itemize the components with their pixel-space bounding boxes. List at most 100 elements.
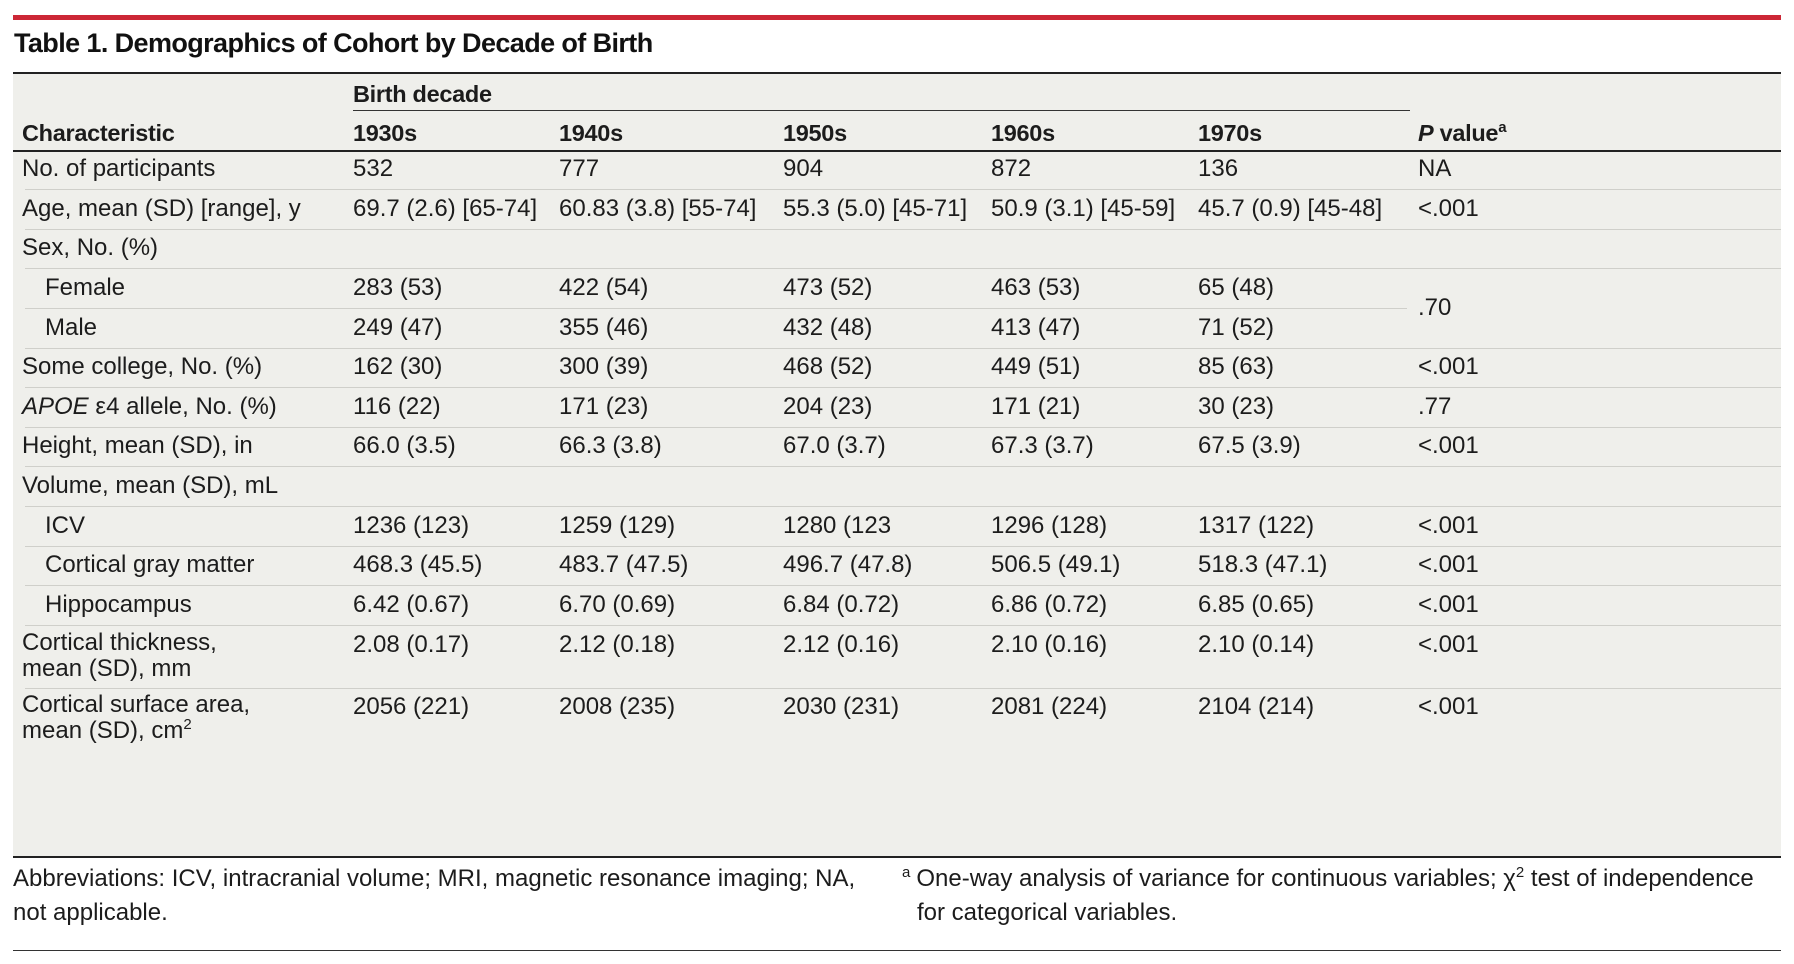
row-divider — [25, 308, 1407, 309]
row-label: Cortical gray matter — [45, 551, 255, 578]
apoe-label-rest: ε4 allele, No. (%) — [88, 393, 277, 420]
table-cell: 6.84 (0.72) — [783, 591, 900, 618]
table-cell: 162 (30) — [353, 353, 443, 380]
row-divider — [25, 268, 1781, 269]
decade-header-1950s: 1950s — [783, 120, 847, 146]
table-cell: 6.86 (0.72) — [991, 591, 1108, 618]
abbreviations-line: Abbreviations: ICV, intracranial volume;… — [13, 865, 856, 892]
table-cell: 300 (39) — [559, 353, 649, 380]
table-cell: 2030 (231) — [783, 693, 900, 720]
table-cell: 468 (52) — [783, 353, 873, 380]
table-cell: 283 (53) — [353, 274, 443, 301]
birth-decade-rule — [353, 110, 1410, 111]
row-label: Height, mean (SD), in — [22, 432, 253, 459]
table-cell: 45.7 (0.9) [45-48] — [1198, 195, 1383, 222]
row-divider — [25, 546, 1781, 547]
table-cell: 67.3 (3.7) — [991, 432, 1094, 459]
pvalue-italic: P — [1418, 120, 1434, 146]
pvalue-cell: <.001 — [1418, 432, 1479, 459]
abbreviations-line: not applicable. — [13, 899, 168, 926]
table-cell: 2.12 (0.16) — [783, 631, 900, 658]
footnote-line: for categorical variables. — [917, 899, 1178, 926]
footnote-text: test of independence — [1524, 865, 1754, 892]
table-cell: 67.0 (3.7) — [783, 432, 886, 459]
footnote-line: a One-way analysis of variance for contin… — [902, 862, 1754, 896]
table-cell: 422 (54) — [559, 274, 649, 301]
header-rule — [13, 150, 1781, 152]
row-label: Female — [45, 274, 126, 301]
pvalue-cell: <.001 — [1418, 631, 1479, 658]
table-cell: 6.70 (0.69) — [559, 591, 676, 618]
row-divider — [25, 506, 1781, 507]
table-cell: 6.42 (0.67) — [353, 591, 470, 618]
accent-bar — [13, 15, 1781, 20]
table-cell: 413 (47) — [991, 314, 1081, 341]
table-cell: 249 (47) — [353, 314, 443, 341]
table-cell: 2081 (224) — [991, 693, 1108, 720]
row-label: Male — [45, 314, 98, 341]
table-cell: 69.7 (2.6) [65-74] — [353, 195, 538, 222]
demographics-table: Birth decade Characteristic 1930s 1940s … — [13, 72, 1781, 858]
table-cell: 483.7 (47.5) — [559, 551, 689, 578]
table-cell: 1317 (122) — [1198, 512, 1315, 539]
footnote-text: One-way analysis of variance for continu… — [916, 865, 1516, 892]
table-cell: 67.5 (3.9) — [1198, 432, 1301, 459]
table-cell: 2008 (235) — [559, 693, 676, 720]
pvalue-cell: <.001 — [1418, 195, 1479, 222]
table-cell: 2.12 (0.18) — [559, 631, 676, 658]
table-cell: 1296 (128) — [991, 512, 1108, 539]
table-cell: 2056 (221) — [353, 693, 470, 720]
table-cell: 71 (52) — [1198, 314, 1275, 341]
table-cell: 85 (63) — [1198, 353, 1275, 380]
row-label: APOE ε4 allele, No. (%) — [22, 392, 277, 422]
row-label: Volume, mean (SD), mL — [22, 472, 279, 499]
table-cell: 473 (52) — [783, 274, 873, 301]
table-cell: 777 — [559, 155, 600, 182]
sex-pvalue-cell: .70 — [1418, 294, 1452, 321]
decade-header-1970s: 1970s — [1198, 120, 1262, 146]
table-cell: 468.3 (45.5) — [353, 551, 483, 578]
table-cell: 355 (46) — [559, 314, 649, 341]
row-divider — [25, 387, 1781, 388]
row-label: Cortical thickness, mean (SD), mm — [22, 630, 217, 682]
table-cell: 532 — [353, 155, 394, 182]
table-cell: 1259 (129) — [559, 512, 676, 539]
table-cell: 66.3 (3.8) — [559, 432, 662, 459]
table-cell: 171 (21) — [991, 393, 1081, 420]
table-cell: 518.3 (47.1) — [1198, 551, 1328, 578]
table-cell: 449 (51) — [991, 353, 1081, 380]
decade-header-1930s: 1930s — [353, 120, 417, 146]
bottom-rule — [13, 950, 1781, 951]
table-cell: 2.10 (0.16) — [991, 631, 1108, 658]
pvalue-footnote-marker: a — [1498, 119, 1507, 137]
characteristic-header: Characteristic — [22, 120, 175, 146]
row-label: Cortical surface area, mean (SD), cm2 — [22, 692, 250, 744]
table-cell: 1236 (123) — [353, 512, 470, 539]
row-label: ICV — [45, 512, 86, 539]
row-label-line: Cortical surface area, — [22, 691, 251, 718]
row-divider — [25, 189, 1781, 190]
table-cell: 2.08 (0.17) — [353, 631, 470, 658]
row-label: Hippocampus — [45, 591, 192, 618]
pvalue-cell: <.001 — [1418, 512, 1479, 539]
abbreviations-footnote: Abbreviations: ICV, intracranial volume;… — [13, 862, 855, 930]
row-label: Age, mean (SD) [range], y — [22, 195, 301, 222]
row-divider — [25, 585, 1781, 586]
table-cell: 1280 (123 — [783, 512, 892, 539]
table-cell: 55.3 (5.0) [45-71] — [783, 195, 968, 222]
table-cell: 6.85 (0.65) — [1198, 591, 1315, 618]
pvalue-header: P valuea — [1418, 118, 1507, 148]
row-divider — [25, 466, 1781, 467]
pvalue-cell: <.001 — [1418, 551, 1479, 578]
table-cell: 432 (48) — [783, 314, 873, 341]
table-title: Table 1. Demographics of Cohort by Decad… — [14, 28, 653, 58]
pvalue-cell: <.001 — [1418, 353, 1479, 380]
table-cell: 904 — [783, 155, 824, 182]
pvalue-cell: <.001 — [1418, 591, 1479, 618]
table-cell: 496.7 (47.8) — [783, 551, 913, 578]
pvalue-rest: value — [1433, 120, 1499, 146]
table-cell: 2.10 (0.14) — [1198, 631, 1315, 658]
row-label-text: mean (SD), cm — [22, 717, 184, 744]
table-cell: 66.0 (3.5) — [353, 432, 456, 459]
